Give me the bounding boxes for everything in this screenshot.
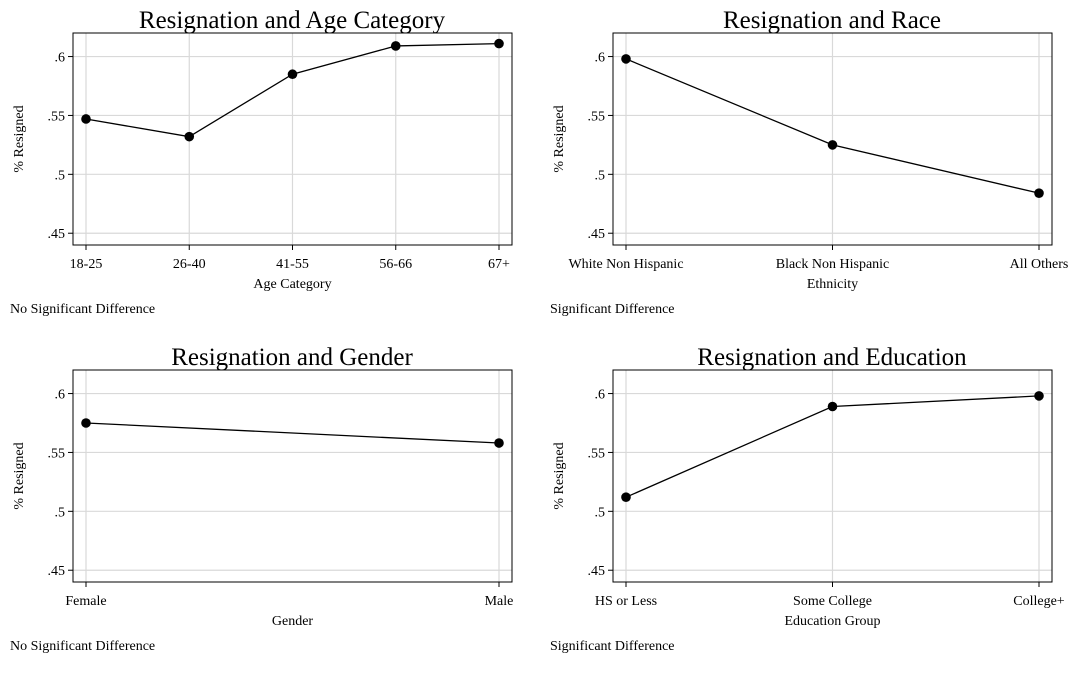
y-tick-label: .45: [588, 227, 606, 242]
data-point: [621, 54, 631, 64]
chart-panel-gender: .45 .5 .55 .6 Female Male Resignation and Gend…: [0, 337, 540, 674]
data-point: [827, 401, 838, 412]
x-axis-label: Age Category: [253, 277, 331, 292]
data-point: [827, 140, 838, 150]
data-point: [81, 114, 91, 124]
significance-note: No Significant Difference: [10, 302, 155, 317]
chart-age: .45 .5 .55 .6 18-25 26-40 41-55 56-66 67+ Resigna…: [10, 7, 513, 317]
series-line: [85, 422, 500, 444]
x-tick-label: HS or Less: [595, 594, 657, 609]
significance-note: Significant Difference: [550, 639, 675, 654]
data-point: [81, 418, 91, 428]
data-point: [1034, 188, 1044, 198]
x-tick-label: White Non Hispanic: [568, 257, 683, 272]
chart-panel-race: .45 .5 .55 .6 White Non Hispanic Black Non Hi…: [540, 0, 1080, 337]
y-axis-label: % Resigned: [12, 442, 27, 509]
y-tick-label: .6: [595, 51, 606, 66]
x-tick-label: 41-55: [276, 257, 309, 272]
y-tick-label: .6: [55, 388, 66, 403]
y-tick-label: .55: [48, 446, 66, 461]
x-tick-label: 26-40: [173, 257, 206, 272]
y-tick-label: .5: [55, 505, 66, 520]
significance-note: No Significant Difference: [10, 639, 155, 654]
y-tick-label: .5: [595, 168, 606, 183]
y-axis-label: % Resigned: [552, 105, 567, 172]
y-tick-label: .5: [595, 505, 606, 520]
x-axis-label: Education Group: [784, 614, 880, 629]
chart-race: .45 .5 .55 .6 White Non Hispanic Black Non Hi…: [550, 7, 1069, 317]
x-tick-label: 18-25: [70, 257, 103, 272]
data-point: [621, 492, 631, 502]
x-tick-label: Female: [65, 594, 106, 609]
y-tick-label: .55: [588, 446, 606, 461]
plot-frame: [72, 369, 513, 583]
x-tick-label: All Others: [1010, 257, 1069, 272]
y-tick-label: .45: [588, 564, 606, 579]
x-tick-label: 56-66: [379, 257, 412, 272]
y-axis-label: % Resigned: [12, 105, 27, 172]
x-tick-label: Some College: [793, 594, 872, 609]
y-tick-label: .5: [55, 168, 66, 183]
chart-education: .45 .5 .55 .6 HS or Less Some College College+…: [550, 344, 1065, 654]
x-tick-label: 67+: [488, 257, 510, 272]
y-axis-label: % Resigned: [552, 442, 567, 509]
data-point: [287, 69, 298, 80]
data-point: [494, 438, 504, 448]
x-tick-label: Male: [485, 594, 514, 609]
data-point: [184, 131, 195, 142]
chart-panel-education: .45 .5 .55 .6 HS or Less Some College College+…: [540, 337, 1080, 674]
chart-panel-age: .45 .5 .55 .6 18-25 26-40 41-55 56-66 67+ Resigna…: [0, 0, 540, 337]
y-tick-label: .6: [55, 51, 66, 66]
chart-title: Resignation and Race: [723, 7, 941, 34]
chart-title: Resignation and Age Category: [139, 7, 446, 34]
x-axis-label: Ethnicity: [807, 277, 858, 292]
chart-title: Resignation and Education: [697, 344, 967, 371]
x-tick-label: College+: [1013, 594, 1065, 609]
x-tick-label: Black Non Hispanic: [776, 257, 890, 272]
significance-note: Significant Difference: [550, 302, 675, 317]
y-tick-label: .55: [588, 109, 606, 124]
data-point: [1034, 391, 1044, 401]
chart-title: Resignation and Gender: [171, 344, 413, 371]
y-tick-label: .45: [48, 564, 66, 579]
y-tick-label: .55: [48, 109, 66, 124]
chart-gender: .45 .5 .55 .6 Female Male Resignation and Gend…: [10, 344, 514, 654]
data-point: [494, 38, 504, 49]
data-point: [390, 41, 401, 51]
y-tick-label: .6: [595, 388, 606, 403]
x-axis-label: Gender: [272, 614, 314, 629]
y-tick-label: .45: [48, 227, 66, 242]
